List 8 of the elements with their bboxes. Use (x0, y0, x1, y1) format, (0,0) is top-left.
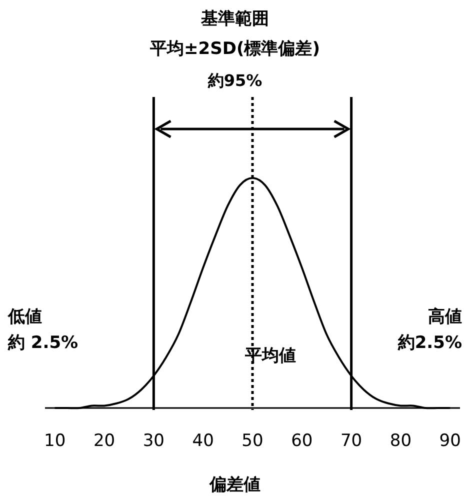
title: 基準範囲 (201, 9, 269, 29)
annotation: 低値 (8, 307, 42, 327)
annotation: 約95% (208, 71, 262, 90)
subtitle: 平均±2SD(標準偏差) (150, 39, 320, 59)
annotation: 約 2.5% (8, 333, 78, 353)
xlabel: 偏差値 (210, 475, 260, 495)
annotation: 約2.5% (398, 333, 462, 353)
annotation: 高値 (428, 307, 462, 327)
